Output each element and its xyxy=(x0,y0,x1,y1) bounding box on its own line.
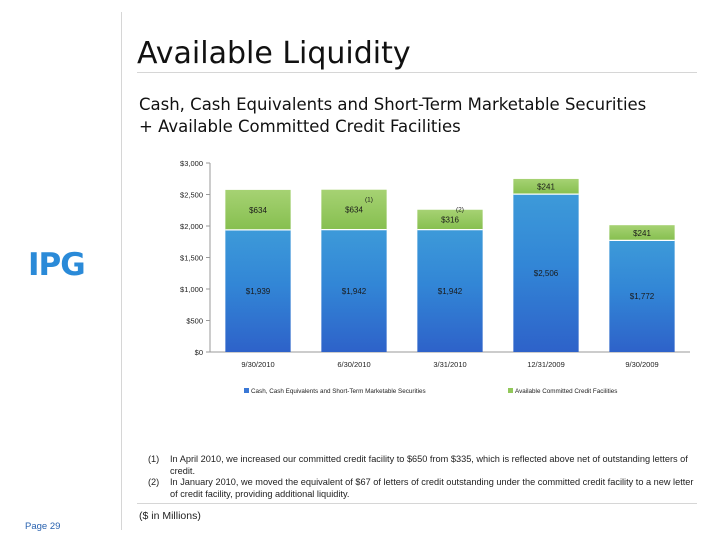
data-label-credit: $241 xyxy=(633,229,651,238)
y-tick-label: $1,000 xyxy=(180,285,203,294)
x-tick-label: 12/31/2009 xyxy=(527,360,565,369)
data-label-cash: $1,942 xyxy=(342,287,367,296)
ipg-logo: IPG xyxy=(28,247,86,280)
bar-credit xyxy=(609,225,675,241)
footnote-mark: (2) xyxy=(456,207,464,214)
legend-swatch xyxy=(508,388,513,393)
x-tick-label: 3/31/2010 xyxy=(433,360,466,369)
data-label-credit: $634 xyxy=(345,206,363,215)
bar-cash xyxy=(609,240,675,352)
title-divider xyxy=(137,72,697,73)
footnote-1-text: In April 2010, we increased our committe… xyxy=(170,454,688,476)
data-label-cash: $1,939 xyxy=(246,287,271,296)
data-label-cash: $1,942 xyxy=(438,287,463,296)
bottom-divider xyxy=(137,503,697,504)
bar-cash xyxy=(417,229,483,352)
bar-credit xyxy=(225,189,291,230)
x-tick-label: 9/30/2009 xyxy=(625,360,658,369)
bar-credit xyxy=(321,189,387,230)
footnote-mark: (1) xyxy=(365,197,373,204)
liquidity-chart: $0 $500 $1,000 $1,500 $2,000 $2,500 $3,000 $1,… xyxy=(180,159,690,395)
x-tick-label: 6/30/2010 xyxy=(337,360,370,369)
y-tick-label: $0 xyxy=(195,348,203,357)
vertical-divider xyxy=(121,12,122,530)
data-label-cash: $2,506 xyxy=(534,269,559,278)
chart-subtitle: Cash, Cash Equivalents and Short-Term Ma… xyxy=(139,94,709,138)
data-label-cash: $1,772 xyxy=(630,292,655,301)
footnote-1-number: (1) xyxy=(148,454,160,464)
page-number: Page 29 xyxy=(25,521,61,532)
units-note: ($ in Millions) xyxy=(139,510,201,522)
data-label-credit: $634 xyxy=(249,206,267,215)
bar-cash xyxy=(225,229,291,352)
x-tick-label: 9/30/2010 xyxy=(241,360,274,369)
y-tick-label: $3,000 xyxy=(180,159,203,168)
legend-label: Available Committed Credit Facilities xyxy=(515,388,617,395)
legend-label: Cash, Cash Equivalents and Short-Term Ma… xyxy=(251,388,426,395)
ipg-logo-text: IPG xyxy=(28,247,85,280)
y-tick-label: $1,500 xyxy=(180,254,203,263)
data-label-credit: $316 xyxy=(441,216,459,225)
data-label-credit: $241 xyxy=(537,183,555,192)
footnote-1: (1) In April 2010, we increased our comm… xyxy=(148,454,696,477)
footnote-2: (2) In January 2010, we moved the equiva… xyxy=(148,477,696,500)
y-tick-label: $2,500 xyxy=(180,191,203,200)
subtitle-line-1: Cash, Cash Equivalents and Short-Term Ma… xyxy=(139,95,647,114)
bar-credit xyxy=(417,209,483,230)
legend-swatch xyxy=(244,388,249,393)
y-tick-label: $2,000 xyxy=(180,222,203,231)
subtitle-line-2: + Available Committed Credit Facilities xyxy=(139,117,461,136)
bar-credit xyxy=(513,178,579,195)
footnote-2-text: In January 2010, we moved the equivalent… xyxy=(170,477,694,499)
footnote-2-number: (2) xyxy=(148,477,160,487)
footnotes: (1) In April 2010, we increased our comm… xyxy=(148,454,696,500)
page-title: Available Liquidity xyxy=(137,36,411,71)
y-tick-label: $500 xyxy=(186,317,203,326)
bar-cash xyxy=(513,194,579,352)
bar-cash xyxy=(321,229,387,352)
